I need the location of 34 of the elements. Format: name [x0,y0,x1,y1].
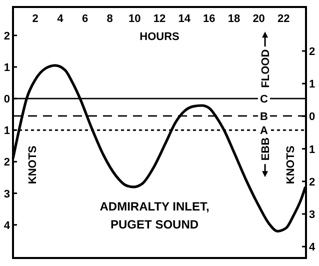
y2-tick-label: 2 [309,46,316,58]
y-tick-label: 1 [4,62,10,74]
text: ADMIRALTY INLET, PUGET SOUND [100,200,210,232]
x-tick-label: 18 [228,13,240,25]
y2-tick-label: 2 [309,176,316,188]
x-tick-label: 14 [178,13,192,25]
x-tick-label: 20 [252,13,265,25]
y-tick-label: 0 [4,94,10,106]
x-tick-label: 12 [153,13,166,25]
ref-line-label: A [260,125,268,138]
y-tick-label: 2 [4,156,10,169]
y-tick-label: 1 [4,125,10,138]
x-tick-label: 2 [32,13,38,25]
ref-line-label: C [260,94,268,106]
x-tick-label: 10 [128,13,141,25]
y2-tick-label: 4 [309,242,316,254]
y2-tick-label: 3 [309,208,316,221]
x-axis-title: HOURS [140,31,180,43]
y2-tick-label: 0 [309,111,316,124]
x-tick-label: 22 [278,13,290,25]
y-axis-title: KNOTS [27,146,39,184]
y-tick-label: 2 [4,30,10,42]
x-tick-label: 16 [203,13,216,25]
y2-axis-title: KNOTS [285,146,297,184]
annotation: FLOOD [260,49,272,88]
x-tick-label: 4 [57,13,64,25]
x-tick-label: 8 [106,13,113,25]
y2-tick-label: 1 [309,144,316,156]
y2-tick-label: 1 [309,78,316,91]
annotation: EBB [260,137,272,161]
y-tick-label: 4 [4,220,11,232]
y-tick-label: 3 [4,188,10,200]
x-tick-label: 6 [82,13,88,25]
ref-line-label: B [260,110,268,123]
